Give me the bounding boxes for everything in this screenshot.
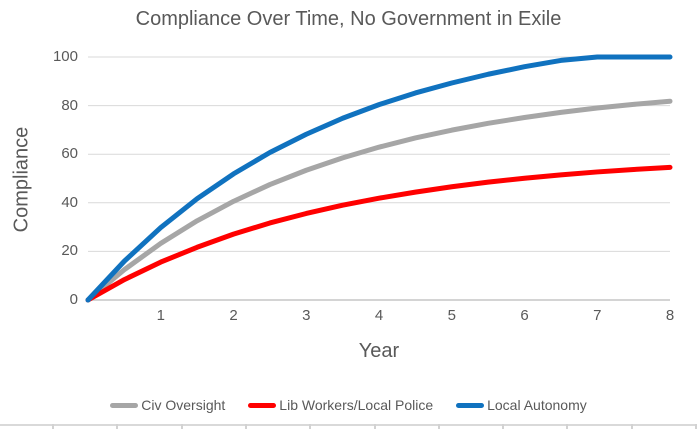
y-tick-label: 100 (52, 48, 78, 65)
y-tick-label: 40 (61, 193, 78, 211)
spreadsheet-row-gridline (0, 424, 697, 426)
y-tick-label: 60 (61, 145, 78, 163)
x-tick-label: 1 (156, 307, 165, 324)
x-tick-label: 4 (374, 307, 384, 324)
spreadsheet-column-divider (502, 424, 505, 429)
x-axis-title: Year (358, 340, 400, 362)
series-line-lib-workers-local-police (85, 164, 673, 303)
x-tick-label: 2 (229, 307, 238, 324)
y-tick-label: 0 (69, 291, 78, 308)
x-tick-label: 3 (302, 307, 311, 324)
y-tick-label: 20 (61, 242, 78, 260)
spreadsheet-column-divider (695, 424, 697, 429)
spreadsheet-column-divider (437, 424, 440, 429)
spreadsheet-column-divider (180, 424, 183, 429)
x-tick-label: 5 (447, 307, 456, 324)
legend-label: Lib Workers/Local Police (279, 397, 434, 413)
legend: Civ Oversight Lib Workers/Local Police Loc… (0, 396, 697, 414)
spreadsheet-column-divider (373, 424, 376, 429)
spreadsheet-column-divider (566, 424, 569, 429)
x-tick-label: 7 (593, 307, 602, 324)
legend-marker-icon (248, 402, 277, 408)
series-line-local-autonomy (85, 54, 673, 303)
legend-item: Civ Oversight (110, 397, 225, 413)
legend-item: Local Autonomy (456, 397, 587, 413)
spreadsheet-column-divider (309, 424, 312, 429)
spreadsheet-column-divider (52, 424, 54, 429)
spreadsheet-column-divider (244, 424, 247, 429)
legend-item: Lib Workers/Local Police (248, 397, 433, 413)
spreadsheet-column-divider (630, 424, 633, 429)
x-tick-label: 8 (665, 307, 675, 324)
legend-label: Local Autonomy (487, 397, 587, 413)
y-axis-title: Compliance (10, 126, 33, 233)
spreadsheet-column-divider (116, 424, 119, 429)
x-tick-label: 6 (520, 307, 529, 324)
series-line-civ-oversight (85, 98, 673, 303)
legend-marker-icon (456, 402, 485, 408)
chart-title: Compliance Over Time, No Government in E… (135, 8, 562, 30)
y-tick-label: 80 (61, 96, 78, 114)
legend-label: Civ Oversight (141, 397, 226, 413)
legend-marker-icon (110, 402, 139, 408)
